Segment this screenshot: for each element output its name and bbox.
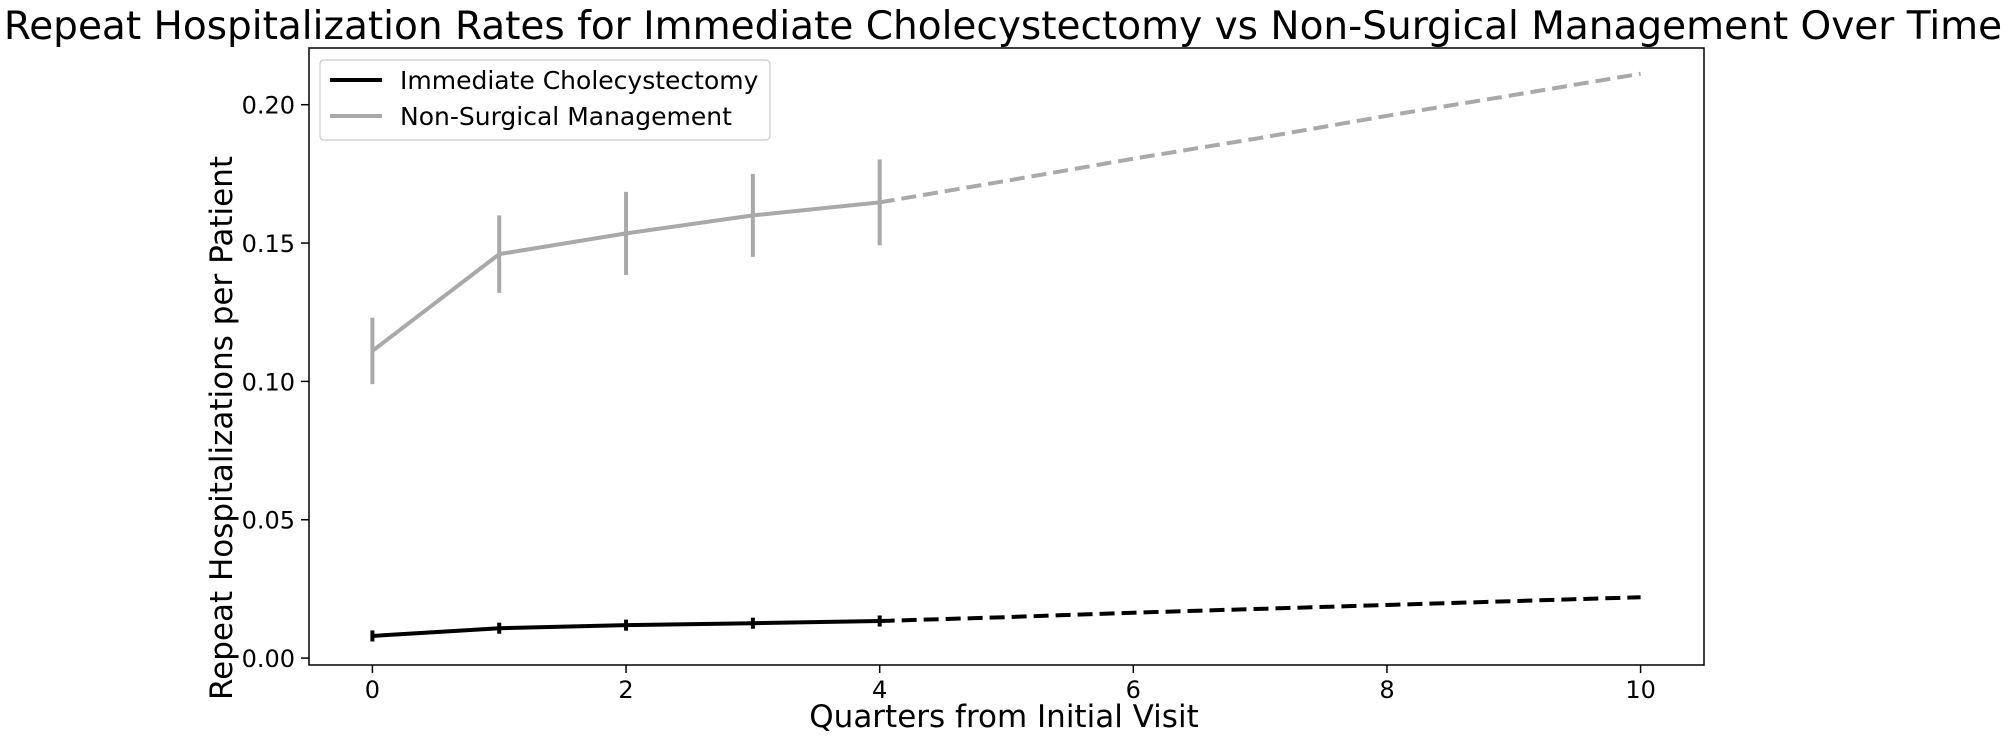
y-tick-label: 0.15	[242, 230, 295, 258]
x-tick-label: 8	[1379, 676, 1394, 704]
legend-label-immediate-cholecystectomy: Immediate Cholecystectomy	[400, 66, 759, 95]
x-tick-label: 2	[618, 676, 633, 704]
x-axis-label: Quarters from Initial Visit	[809, 699, 1198, 735]
legend: Immediate Cholecystectomy Non-Surgical M…	[319, 59, 771, 141]
x-tick-label: 0	[365, 676, 380, 704]
series-line-immediate-cholecystectomy-projected	[879, 595, 1641, 624]
series-layer	[370, 71, 1641, 642]
chart-title: Repeat Hospitalization Rates for Immedia…	[4, 4, 2002, 49]
series-line-non-surgical-management-projected	[879, 71, 1641, 205]
x-tick-label: 10	[1625, 676, 1656, 704]
plot-area-frame	[308, 47, 1705, 666]
x-axis-ticks: 0 2 4 6 8 10	[365, 665, 1656, 704]
x-tick-label: 4	[872, 676, 887, 704]
y-tick-label: 0.20	[242, 92, 295, 120]
y-tick-label: 0.10	[242, 368, 295, 396]
y-axis-ticks: 0.00 0.05 0.10 0.15 0.20	[242, 92, 309, 673]
x-tick-label: 6	[1126, 676, 1141, 704]
y-tick-label: 0.05	[242, 507, 295, 535]
legend-label-non-surgical-management: Non-Surgical Management	[400, 102, 732, 131]
legend-box	[319, 59, 771, 141]
y-axis-label: Repeat Hospitalizations per Patient	[204, 156, 240, 700]
y-tick-label: 0.00	[242, 645, 295, 673]
